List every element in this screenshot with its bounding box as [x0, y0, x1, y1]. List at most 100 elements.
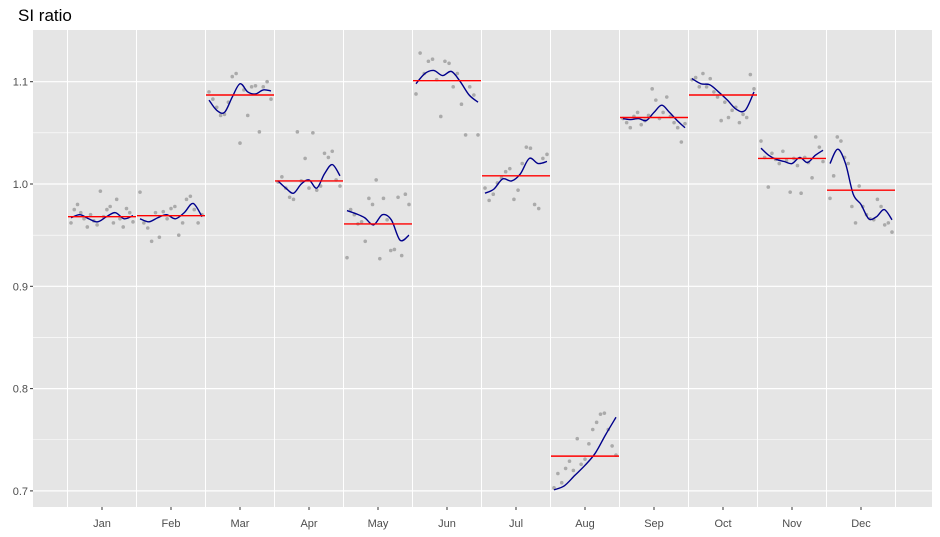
- data-point: [579, 462, 583, 467]
- data-point: [295, 130, 300, 134]
- data-point: [679, 140, 684, 144]
- x-tick-label: Sep: [644, 518, 664, 530]
- smooth-line: [70, 211, 134, 223]
- data-point: [701, 71, 705, 76]
- data-point: [575, 436, 580, 441]
- data-point: [455, 71, 460, 76]
- smooth-line: [415, 69, 479, 103]
- data-point: [180, 221, 185, 225]
- data-point: [359, 220, 364, 224]
- data-point: [269, 97, 273, 101]
- data-point: [149, 239, 154, 244]
- data-point: [516, 188, 520, 192]
- data-point: [261, 85, 266, 89]
- data-point: [536, 206, 541, 211]
- data-point: [664, 95, 669, 99]
- data-point: [712, 90, 716, 94]
- data-point: [545, 152, 549, 157]
- data-point: [467, 85, 472, 89]
- data-point: [850, 204, 854, 209]
- data-point: [795, 163, 800, 168]
- y-tick-label: 1.0: [13, 179, 28, 191]
- data-point: [396, 195, 400, 200]
- data-point: [196, 221, 200, 225]
- data-point: [528, 146, 533, 150]
- data-point: [770, 151, 774, 156]
- data-point: [697, 85, 702, 89]
- smooth-line: [829, 148, 893, 221]
- data-point: [265, 79, 269, 84]
- data-point: [723, 100, 727, 104]
- data-point: [307, 186, 311, 190]
- data-point: [142, 221, 146, 225]
- data-point: [439, 114, 443, 119]
- smooth-line: [691, 78, 755, 113]
- data-point: [72, 207, 77, 212]
- data-point: [314, 188, 319, 192]
- data-point: [708, 76, 713, 81]
- data-point: [280, 175, 284, 179]
- data-point: [85, 225, 90, 229]
- x-tick-label: Mar: [231, 518, 250, 530]
- data-point: [114, 197, 119, 202]
- data-point: [602, 411, 607, 415]
- data-point: [111, 221, 116, 225]
- data-point: [661, 110, 665, 115]
- data-point: [520, 161, 524, 166]
- data-point: [704, 85, 709, 89]
- smooth-line: [277, 163, 341, 194]
- data-point: [559, 480, 564, 485]
- data-point: [287, 195, 292, 200]
- data-point: [138, 190, 142, 194]
- data-point: [777, 161, 782, 166]
- data-point: [414, 92, 418, 96]
- data-point: [567, 459, 572, 464]
- data-point: [639, 122, 644, 127]
- data-point: [781, 149, 785, 154]
- data-point: [503, 169, 508, 174]
- data-point: [857, 184, 861, 188]
- data-point: [253, 83, 258, 88]
- data-point: [188, 194, 193, 199]
- data-point: [752, 87, 756, 91]
- data-point: [463, 133, 468, 137]
- data-point: [487, 198, 491, 203]
- data-point: [381, 196, 386, 201]
- data-point: [165, 216, 169, 221]
- data-point: [610, 444, 614, 448]
- data-point: [715, 95, 720, 99]
- data-point: [583, 457, 587, 461]
- data-point: [817, 145, 822, 149]
- data-point: [624, 120, 629, 125]
- data-point: [650, 87, 654, 91]
- data-point: [508, 166, 512, 171]
- data-point: [127, 210, 132, 215]
- data-point: [399, 253, 404, 258]
- data-point: [207, 90, 211, 94]
- smooth-line: [553, 416, 617, 491]
- x-tick-label: Jul: [509, 518, 523, 530]
- data-point: [788, 190, 792, 194]
- data-point: [418, 51, 422, 55]
- data-point: [245, 113, 250, 118]
- smooth-line: [484, 157, 548, 194]
- data-point: [646, 113, 651, 118]
- data-point: [524, 145, 529, 149]
- data-point: [748, 72, 753, 77]
- data-point: [108, 204, 112, 209]
- y-tick-label: 0.8: [13, 384, 28, 396]
- data-point: [839, 139, 843, 143]
- smooth-line: [346, 209, 410, 242]
- data-point: [192, 207, 197, 212]
- data-point: [403, 192, 408, 197]
- plot-panel: [33, 30, 932, 507]
- x-tick-label: Oct: [714, 518, 731, 530]
- smooth-line: [139, 202, 203, 223]
- data-point: [831, 174, 836, 178]
- data-point: [238, 141, 242, 145]
- data-point: [587, 442, 591, 446]
- data-point: [828, 196, 832, 201]
- x-tick-label: Nov: [782, 518, 802, 530]
- x-tick-label: May: [368, 518, 389, 530]
- y-tick-label: 0.7: [13, 486, 28, 498]
